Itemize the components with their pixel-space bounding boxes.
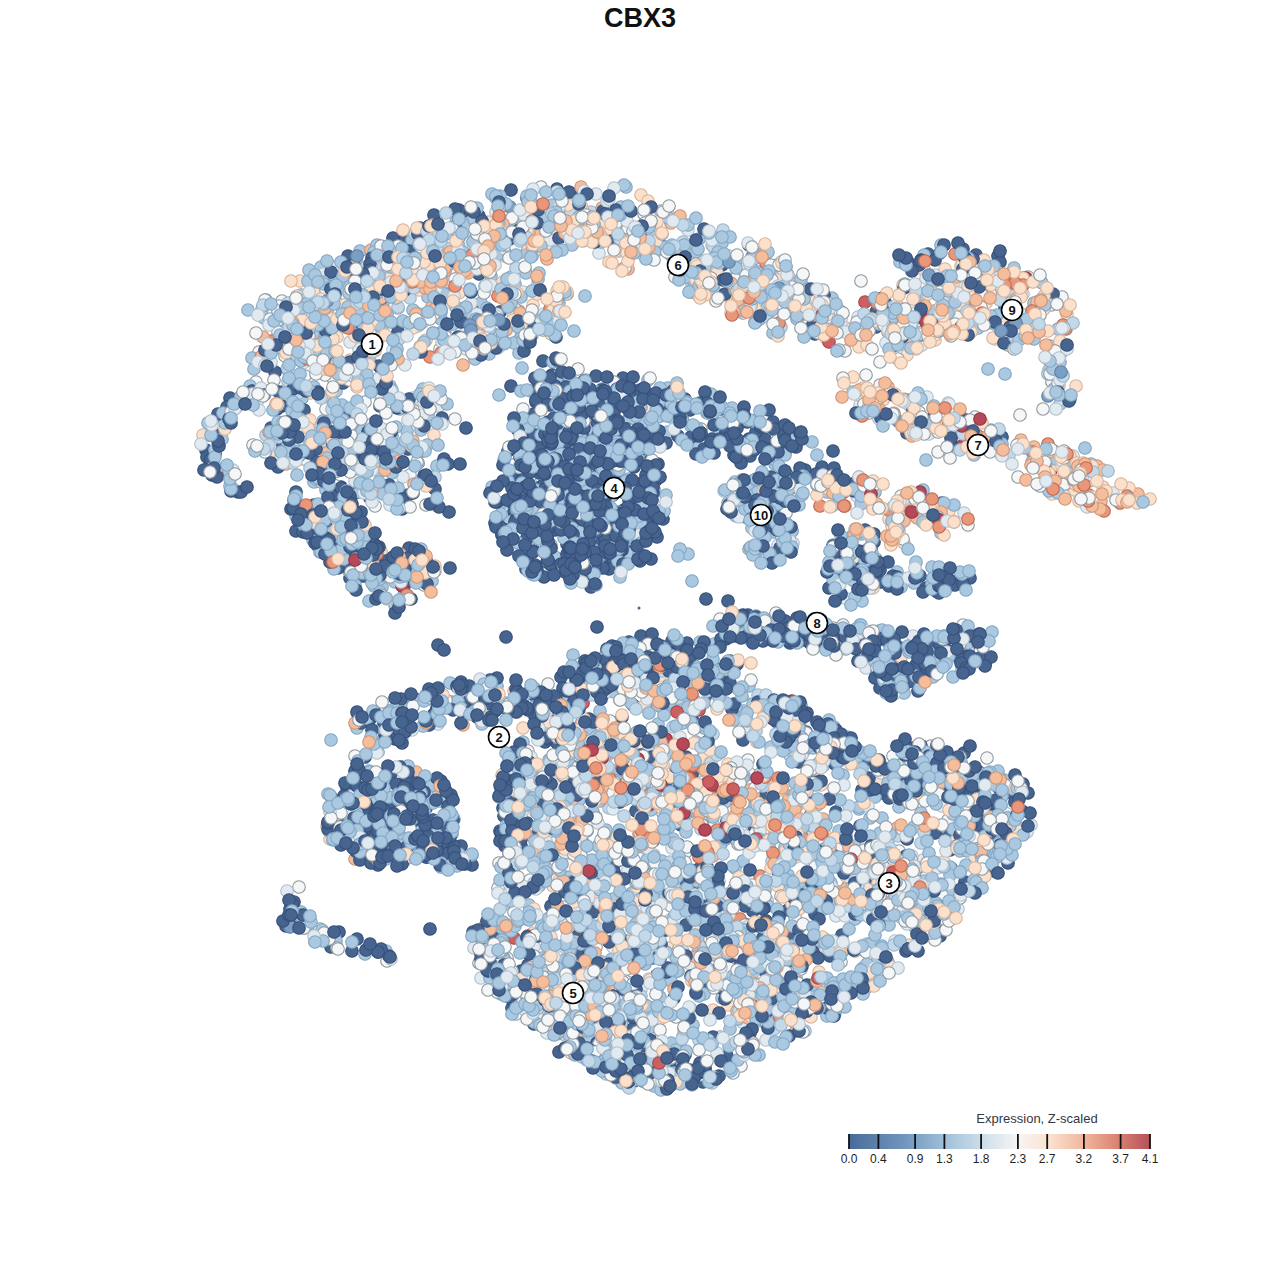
- svg-text:3.7: 3.7: [1112, 1152, 1129, 1166]
- svg-text:10: 10: [754, 508, 768, 523]
- svg-text:Expression, Z-scaled: Expression, Z-scaled: [976, 1111, 1097, 1126]
- svg-text:9: 9: [1008, 303, 1015, 318]
- svg-text:2: 2: [495, 730, 502, 745]
- svg-text:2.7: 2.7: [1039, 1152, 1056, 1166]
- svg-text:3.2: 3.2: [1076, 1152, 1093, 1166]
- svg-text:5: 5: [569, 986, 576, 1001]
- svg-text:1.8: 1.8: [973, 1152, 990, 1166]
- svg-text:0.9: 0.9: [907, 1152, 924, 1166]
- svg-text:0.0: 0.0: [841, 1152, 858, 1166]
- svg-text:3: 3: [885, 876, 892, 891]
- svg-text:2.3: 2.3: [1010, 1152, 1027, 1166]
- svg-text:6: 6: [674, 258, 681, 273]
- svg-text:4.1: 4.1: [1142, 1152, 1159, 1166]
- svg-text:1.3: 1.3: [936, 1152, 953, 1166]
- svg-text:0.4: 0.4: [870, 1152, 887, 1166]
- svg-text:1: 1: [368, 337, 375, 352]
- svg-text:7: 7: [974, 438, 981, 453]
- svg-text:8: 8: [813, 616, 820, 631]
- svg-text:CBX3: CBX3: [604, 3, 676, 33]
- svg-text:4: 4: [610, 481, 618, 496]
